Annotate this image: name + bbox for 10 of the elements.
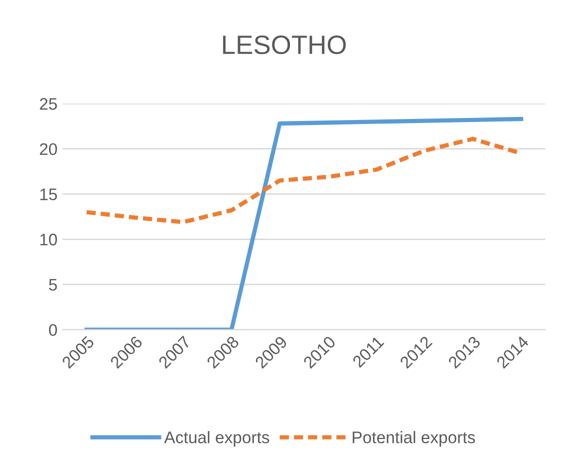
y-tick-label: 0 bbox=[49, 324, 57, 336]
legend-label: Actual exports bbox=[164, 431, 270, 447]
y-tick-label: 10 bbox=[40, 234, 57, 246]
y-tick-label: 20 bbox=[40, 143, 57, 156]
y-tick-label: 15 bbox=[40, 188, 57, 200]
line-series bbox=[84, 116, 524, 330]
y-tick-label: 5 bbox=[49, 279, 57, 291]
y-tick-label: 25 bbox=[40, 98, 57, 110]
legend-label: Potential exports bbox=[352, 431, 475, 447]
chart-title: LESOTHO bbox=[223, 35, 346, 54]
